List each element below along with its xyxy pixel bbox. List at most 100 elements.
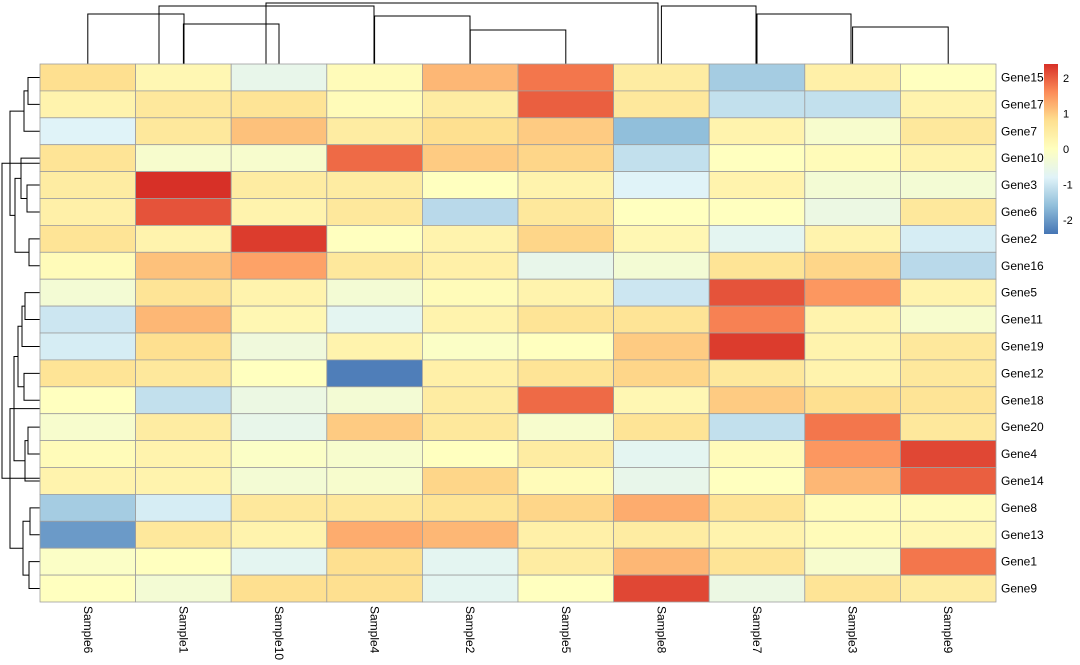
column-dendrogram-link [469,29,567,64]
row-label-Gene16: Gene16 [1001,259,1044,273]
heatmap-cell-Gene15-Sample3 [804,63,901,92]
row-dendrogram-link [23,372,40,401]
heatmap-cell-Gene14-Sample10 [230,467,328,495]
row-label-Gene10: Gene10 [1001,151,1044,165]
column-label-Sample9: Sample9 [941,606,955,654]
heatmap-cell-Gene10-Sample7 [708,144,806,172]
heatmap-cell-Gene8-Sample8 [613,493,710,522]
heatmap-cell-Gene11-Sample7 [708,305,806,334]
heatmap-cell-Gene2-Sample10 [230,224,328,253]
heatmap-cell-Gene19-Sample8 [613,332,710,361]
column-dendrogram-link [182,23,280,64]
row-label-Gene2: Gene2 [1001,232,1037,246]
row-dendrogram-link [1,162,40,479]
heatmap-cell-Gene5-Sample10 [230,278,328,307]
row-label-Gene3: Gene3 [1001,178,1037,192]
heatmap-cell-Gene4-Sample6 [39,440,136,468]
heatmap-cell-Gene17-Sample4 [326,90,423,119]
heatmap-cell-Gene20-Sample4 [326,413,423,442]
heatmap-cell-Gene16-Sample8 [613,251,710,280]
heatmap-cell-Gene11-Sample5 [517,305,614,334]
heatmap-cell-Gene14-Sample9 [900,467,997,495]
heatmap-cell-Gene10-Sample8 [613,144,710,172]
heatmap-cell-Gene19-Sample9 [900,332,997,361]
heatmap-cell-Gene18-Sample5 [517,386,614,415]
heatmap-cell-Gene16-Sample9 [900,251,997,280]
column-label-Sample2: Sample2 [463,606,477,654]
heatmap-cell-Gene2-Sample5 [517,224,614,253]
heatmap-cell-Gene2-Sample1 [135,224,232,253]
heatmap-cell-Gene2-Sample8 [613,224,710,253]
heatmap-cell-Gene6-Sample6 [39,198,136,226]
heatmap-cell-Gene19-Sample1 [135,332,232,361]
heatmap-cell-Gene11-Sample1 [135,305,232,334]
heatmap-cell-Gene20-Sample8 [613,413,710,442]
heatmap-cell-Gene17-Sample5 [517,90,614,119]
heatmap-cell-Gene7-Sample6 [39,117,136,146]
heatmap-cell-Gene2-Sample9 [900,224,997,253]
heatmap-cell-Gene10-Sample1 [135,144,232,172]
heatmap-cell-Gene14-Sample1 [135,467,232,495]
heatmap-cell-Gene13-Sample4 [326,520,423,549]
legend-tick-label: 2 [1063,73,1069,85]
legend-tick-label: 0 [1063,144,1069,156]
heatmap-cell-Gene5-Sample3 [804,278,901,307]
row-dendrogram-link [17,325,24,388]
heatmap-cell-Gene17-Sample9 [900,90,997,119]
heatmap-cell-Gene7-Sample4 [326,117,423,146]
heatmap-cell-Gene15-Sample4 [326,63,423,92]
heatmap-cell-Gene10-Sample2 [421,144,519,172]
column-label-Sample3: Sample3 [846,606,860,654]
heatmap-cell-Gene19-Sample6 [39,332,136,361]
heatmap-cell-Gene14-Sample5 [517,467,614,495]
heatmap-cell-Gene20-Sample1 [135,413,232,442]
heatmap-cell-Gene12-Sample2 [421,359,519,388]
heatmap-cell-Gene8-Sample3 [804,493,901,522]
heatmap-cell-Gene9-Sample9 [900,574,997,603]
heatmap-cell-Gene11-Sample6 [39,305,136,334]
heatmap-cell-Gene3-Sample9 [900,171,997,199]
heatmap-cell-Gene4-Sample9 [900,440,997,468]
heatmap-cell-Gene11-Sample8 [613,305,710,334]
heatmap-cell-Gene3-Sample10 [230,171,328,199]
column-label-Sample4: Sample4 [368,606,382,654]
heatmap-cell-Gene4-Sample8 [613,440,710,468]
heatmap-cell-Gene9-Sample10 [230,574,328,603]
row-dendrogram-link [28,238,40,267]
legend-tick-label: 1 [1063,109,1069,121]
heatmap-cell-Gene7-Sample8 [613,117,710,146]
heatmap-cell-Gene18-Sample7 [708,386,806,415]
heatmap-cell-Gene7-Sample9 [900,117,997,146]
row-label-Gene15: Gene15 [1001,70,1044,84]
row-dendrogram-link [27,426,40,455]
row-dendrogram-link [28,561,40,590]
heatmap-cell-Gene16-Sample2 [421,251,519,280]
heatmap-cell-Gene20-Sample7 [708,413,806,442]
heatmap-cell-Gene12-Sample1 [135,359,232,388]
heatmap-cell-Gene8-Sample2 [421,493,519,522]
heatmap-cell-Gene17-Sample1 [135,90,232,119]
row-dendrogram-link [24,292,40,321]
heatmap-cell-Gene1-Sample9 [900,547,997,576]
heatmap-cell-Gene12-Sample6 [39,359,136,388]
heatmap-cell-Gene7-Sample1 [135,117,232,146]
heatmap-cell-Gene19-Sample10 [230,332,328,361]
heatmap-cell-Gene9-Sample4 [326,574,423,603]
heatmap-cell-Gene10-Sample9 [900,144,997,172]
heatmap-cell-Gene16-Sample10 [230,251,328,280]
heatmap-cell-Gene17-Sample3 [804,90,901,119]
heatmap-cell-Gene1-Sample6 [39,547,136,576]
column-label-Sample1: Sample1 [176,606,190,654]
heatmap-cell-Gene12-Sample4 [326,359,423,388]
row-dendrogram-link [24,440,40,482]
heatmap-cell-Gene6-Sample9 [900,198,997,226]
heatmap-cell-Gene20-Sample3 [804,413,901,442]
heatmap-cell-Gene9-Sample8 [613,574,710,603]
heatmap-cell-Gene5-Sample5 [517,278,614,307]
legend-tick-label: -2 [1063,215,1073,227]
heatmap-cell-Gene13-Sample1 [135,520,232,549]
row-label-Gene6: Gene6 [1001,205,1037,219]
row-label-Gene12: Gene12 [1001,366,1044,380]
heatmap-cell-Gene20-Sample10 [230,413,328,442]
